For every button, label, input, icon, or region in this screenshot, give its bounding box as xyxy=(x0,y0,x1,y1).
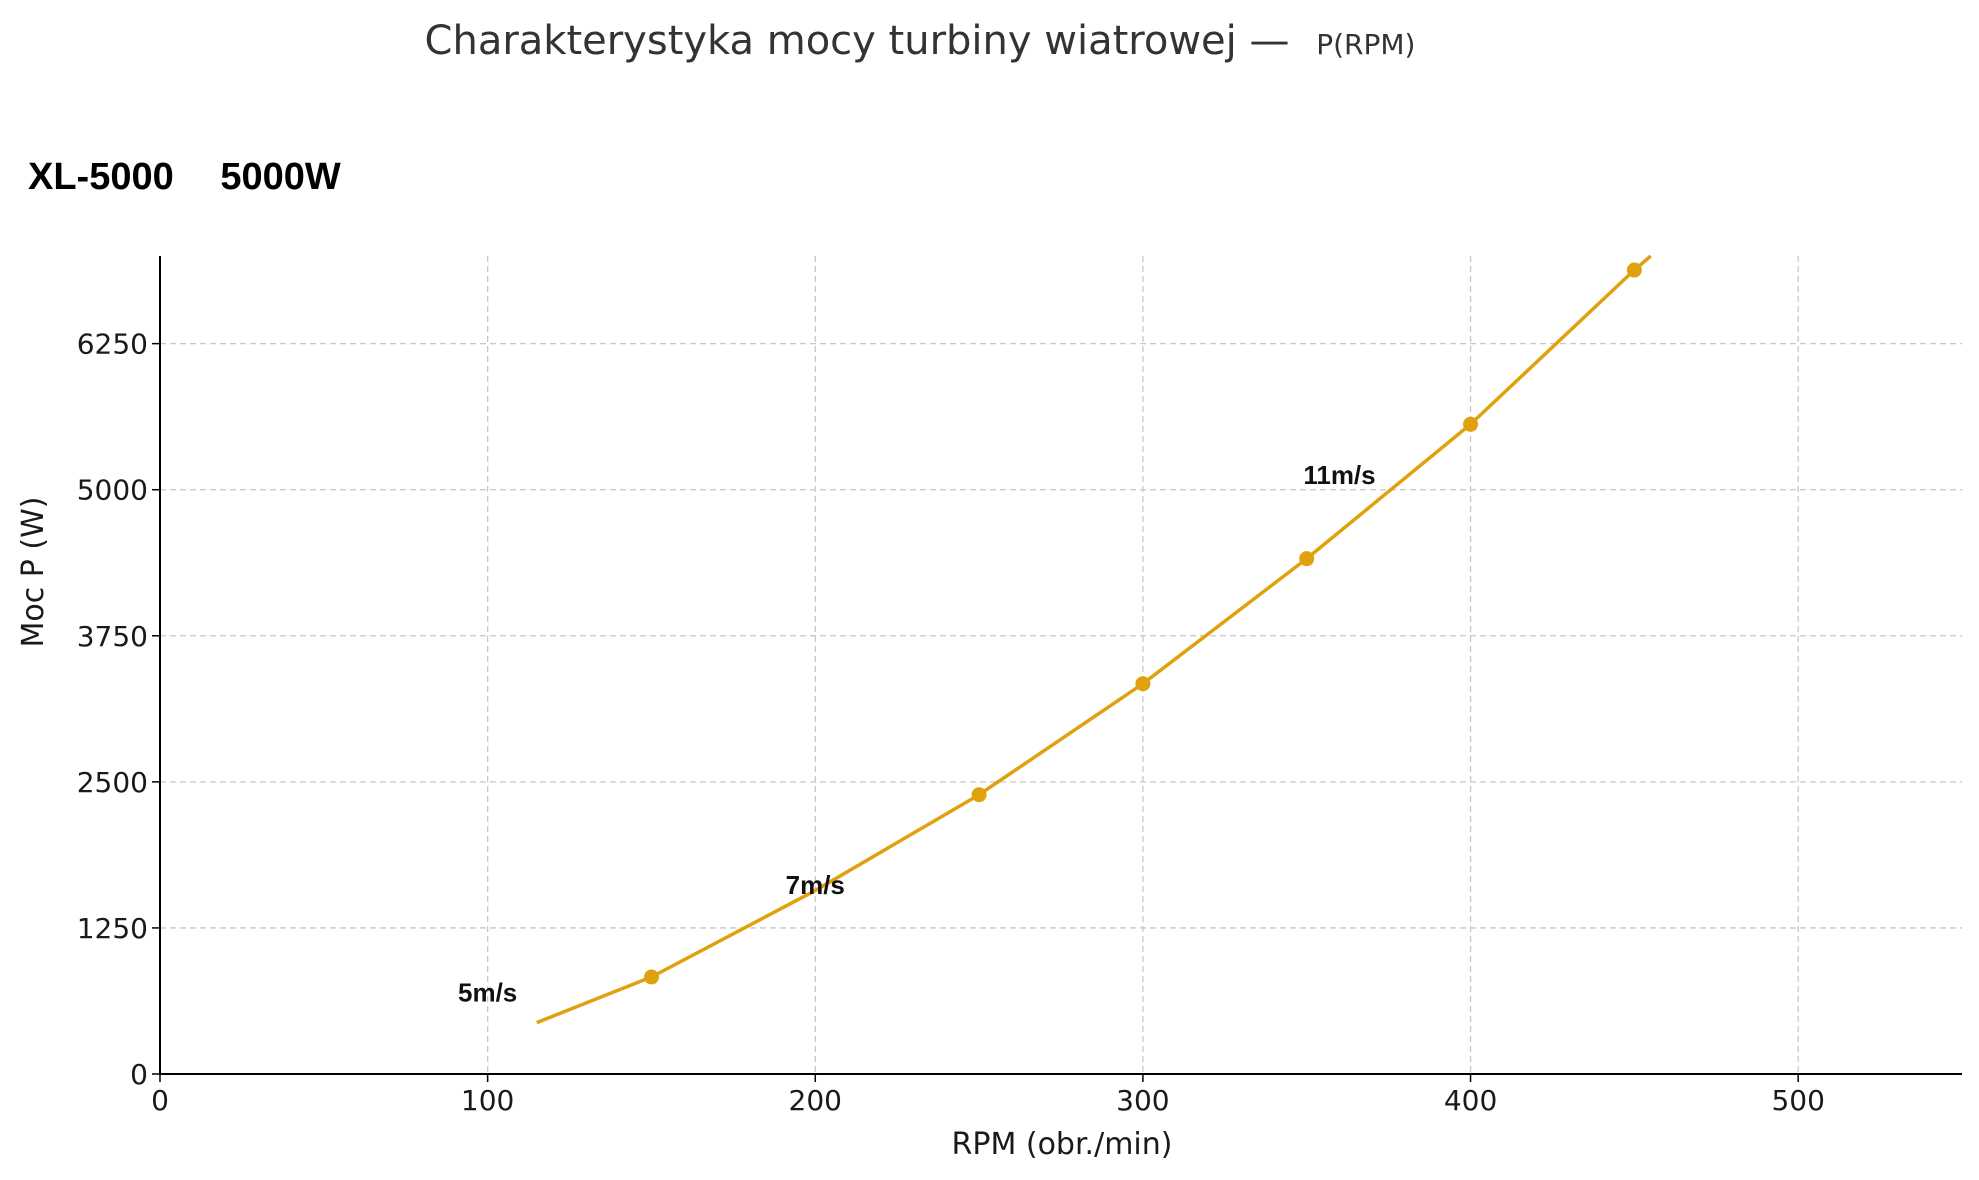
data-point-0-3 xyxy=(1299,551,1315,567)
annotation-0: 5m/s xyxy=(458,978,517,1008)
model-name: XL-5000 xyxy=(28,156,174,198)
annotations: 5m/s 7m/s 11m/s xyxy=(458,460,1376,1008)
data-point-0-1 xyxy=(971,787,987,803)
x-axis-ticks: 0 100 200 300 400 500 xyxy=(151,1074,1825,1117)
data-point-0-0 xyxy=(643,969,659,985)
x-tick-label-2: 200 xyxy=(789,1084,842,1117)
y-tick-label-2: 2500 xyxy=(77,766,148,799)
data-point-0-5 xyxy=(1626,262,1642,278)
model-label: XL-5000 5000W xyxy=(28,156,341,198)
data-point-0-4 xyxy=(1463,416,1479,432)
x-tick-label-0: 0 xyxy=(151,1084,169,1117)
axes xyxy=(159,256,1962,1075)
series-layer xyxy=(536,254,1652,1025)
grid xyxy=(160,256,1962,1074)
x-tick-label-4: 400 xyxy=(1444,1084,1497,1117)
series-line-0 xyxy=(536,254,1652,1025)
y-tick-label-0: 0 xyxy=(130,1058,148,1091)
chart-title: Charakterystyka mocy turbiny wiatrowej —… xyxy=(425,18,1416,64)
x-tick-label-1: 100 xyxy=(461,1084,514,1117)
rated-power: 5000W xyxy=(220,156,341,198)
y-axis-ticks: 0 1250 2500 3750 5000 6250 xyxy=(77,328,160,1091)
annotation-1: 7m/s xyxy=(786,870,845,900)
chart-title-main: Charakterystyka mocy turbiny wiatrowej — xyxy=(425,18,1290,64)
y-axis-label: Moc P (W) xyxy=(16,497,51,648)
annotation-2: 11m/s xyxy=(1303,460,1375,490)
data-point-0-2 xyxy=(1135,676,1151,692)
y-tick-label-5: 6250 xyxy=(77,328,148,361)
chart-title-suffix: P(RPM) xyxy=(1316,28,1415,61)
x-axis-label: RPM (obr./min) xyxy=(952,1127,1173,1162)
y-tick-label-1: 1250 xyxy=(77,912,148,945)
y-tick-label-3: 3750 xyxy=(77,620,148,653)
x-tick-label-3: 300 xyxy=(1116,1084,1169,1117)
y-tick-label-4: 5000 xyxy=(77,474,148,507)
x-tick-label-5: 500 xyxy=(1771,1084,1824,1117)
